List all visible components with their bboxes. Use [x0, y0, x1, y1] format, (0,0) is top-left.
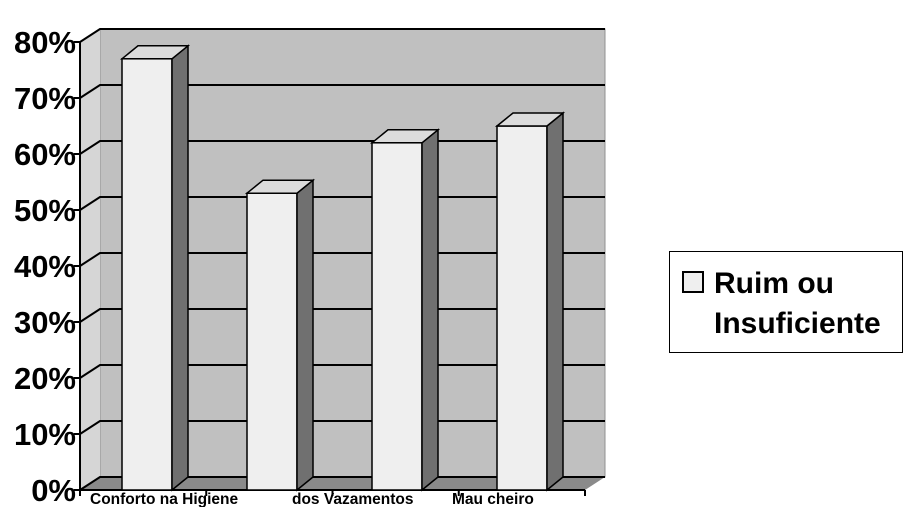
- bar-front: [247, 193, 297, 490]
- y-tick-label: 40%: [14, 249, 76, 284]
- y-tick-label: 30%: [14, 305, 76, 340]
- bar-front: [122, 59, 172, 490]
- y-tick-label: 0%: [31, 473, 76, 507]
- bar-front: [372, 143, 422, 490]
- x-category-labels: Conforto na Higiene dos Vazamentos Mau che…: [90, 491, 534, 507]
- x-category-label: Mau cheiro: [452, 491, 534, 507]
- bar: [372, 130, 438, 490]
- y-tick-label: 10%: [14, 417, 76, 452]
- legend-swatch: [682, 271, 704, 293]
- bar-side: [297, 180, 313, 490]
- legend: Ruim ou Insuficiente: [669, 251, 903, 353]
- bar: [497, 113, 563, 490]
- bar-side: [172, 46, 188, 490]
- y-tick-label: 50%: [14, 193, 76, 228]
- y-tick-label: 60%: [14, 137, 76, 172]
- bar: [122, 46, 188, 490]
- x-category-label: Conforto na Higiene: [90, 491, 238, 507]
- y-tick-label: 20%: [14, 361, 76, 396]
- bar-front: [497, 126, 547, 490]
- y-tick-labels: 0% 10% 20% 30% 40% 50% 60% 70% 80%: [14, 25, 76, 507]
- y-tick-label: 70%: [14, 81, 76, 116]
- bar-side: [422, 130, 438, 490]
- bar-side: [547, 113, 563, 490]
- legend-label: Ruim ou Insuficiente: [714, 264, 902, 344]
- bar: [247, 180, 313, 490]
- x-category-label: dos Vazamentos: [292, 491, 413, 507]
- y-tick-label: 80%: [14, 25, 76, 60]
